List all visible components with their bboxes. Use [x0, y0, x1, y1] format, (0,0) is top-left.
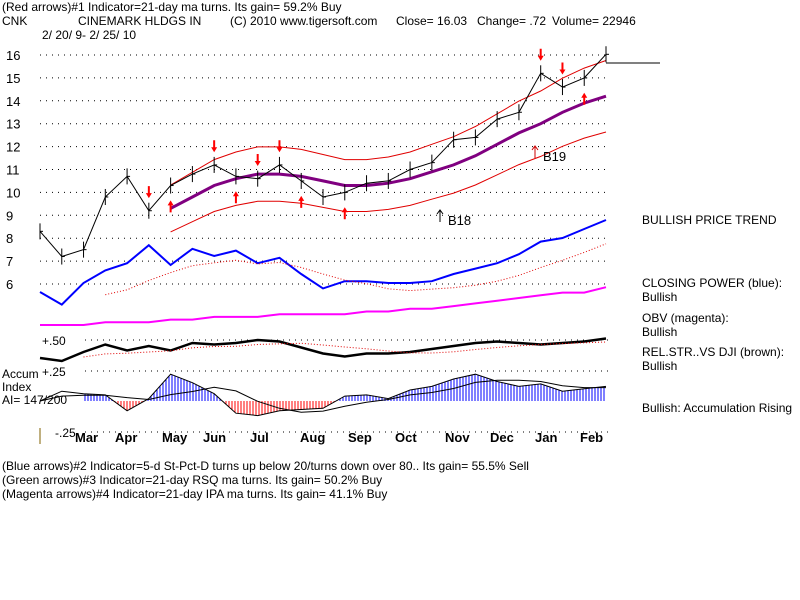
red-up-arrow	[232, 191, 239, 204]
change-value: Change= .72	[477, 14, 547, 28]
price-tick-label: 11	[6, 163, 20, 178]
red-up-arrow	[167, 200, 174, 213]
obv-label: OBV (magenta):	[642, 311, 729, 325]
cp-value: Bullish	[642, 290, 678, 304]
obv-line	[40, 286, 607, 326]
month-label: Nov	[445, 430, 470, 445]
price-tick-label: 9	[6, 208, 13, 223]
copyright: (C) 2010 www.tigersoft.com	[230, 14, 378, 28]
signal-arrow	[436, 209, 444, 222]
indicator-tick-label: -.25	[55, 426, 76, 440]
signal-arrow	[531, 145, 539, 158]
indicator-tick-label: +.25	[42, 365, 66, 379]
upper-band	[170, 60, 607, 186]
month-label: Mar	[75, 430, 98, 445]
red-up-arrow	[581, 92, 588, 105]
accum-label-2: Index	[2, 380, 32, 394]
month-label: Aug	[300, 430, 325, 445]
price-tick-label: 16	[6, 48, 20, 63]
obv-value: Bullish	[642, 325, 678, 339]
month-label: Sep	[348, 430, 372, 445]
accum-status: Bullish: Accumulation Rising	[642, 401, 793, 415]
closing-power-ma	[105, 243, 607, 296]
red-down-arrow	[276, 140, 283, 153]
rel-strength-ma	[83, 341, 607, 358]
red-down-arrow	[211, 140, 218, 153]
price-tick-label: 10	[6, 185, 20, 200]
indicator-tick-label: +.50	[42, 334, 66, 348]
volume-value: Volume= 22946	[552, 14, 636, 28]
month-label: Jul	[250, 430, 269, 445]
price-tick-label: 6	[6, 277, 13, 292]
signal-label-b18: B18	[448, 213, 471, 228]
price-tick-label: 7	[6, 254, 13, 269]
company-name: CINEMARK HLDGS IN	[78, 14, 202, 28]
rel-strength-line	[39, 337, 607, 363]
month-label: Feb	[580, 430, 603, 445]
price-tick-label: 13	[6, 117, 20, 132]
price-tick-label: 8	[6, 231, 13, 246]
month-label: Jun	[203, 430, 226, 445]
red-down-arrow	[254, 154, 261, 167]
red-down-arrow	[559, 62, 566, 75]
rs-value: Bullish	[642, 359, 678, 373]
indicator-2-text: (Blue arrows)#2 Indicator=5-d St-Pct-D t…	[2, 459, 529, 473]
indicator-3-text: (Green arrows)#3 Indicator=21-day RSQ ma…	[2, 473, 383, 487]
accum-ma	[39, 379, 606, 413]
indicator-1-text: (Red arrows)#1 Indicator=21-day ma turns…	[2, 0, 342, 14]
cp-label: CLOSING POWER (blue):	[642, 276, 783, 290]
price-line	[39, 53, 607, 258]
indicator-4-text: (Magenta arrows)#4 Indicator=21-day IPA …	[2, 487, 388, 501]
accum-label-1: Accum	[2, 367, 39, 381]
month-label: Dec	[490, 430, 514, 445]
close-value: Close= 16.03	[396, 14, 468, 28]
price-tick-label: 12	[6, 140, 20, 155]
accum-label-3: AI= 147/200	[2, 393, 68, 407]
month-label: Oct	[395, 430, 417, 445]
accum-outline	[39, 373, 607, 417]
closing-power-line	[39, 219, 607, 306]
ticker: CNK	[2, 14, 28, 28]
trend-label: BULLISH PRICE TREND	[642, 213, 777, 227]
date-range: 2/ 20/ 9- 2/ 25/ 10	[42, 28, 137, 42]
price-tick-label: 15	[6, 71, 20, 86]
red-up-arrow	[298, 195, 305, 208]
red-down-arrow	[145, 186, 152, 199]
red-up-arrow	[341, 207, 348, 220]
rs-label: REL.STR..VS DJI (brown):	[642, 345, 785, 359]
signal-label-b19: B19	[543, 149, 566, 164]
price-tick-label: 14	[6, 94, 20, 109]
month-label: Jan	[535, 430, 557, 445]
red-down-arrow	[537, 48, 544, 61]
month-label: May	[162, 430, 188, 445]
month-label: Apr	[115, 430, 137, 445]
lower-band	[170, 131, 607, 233]
